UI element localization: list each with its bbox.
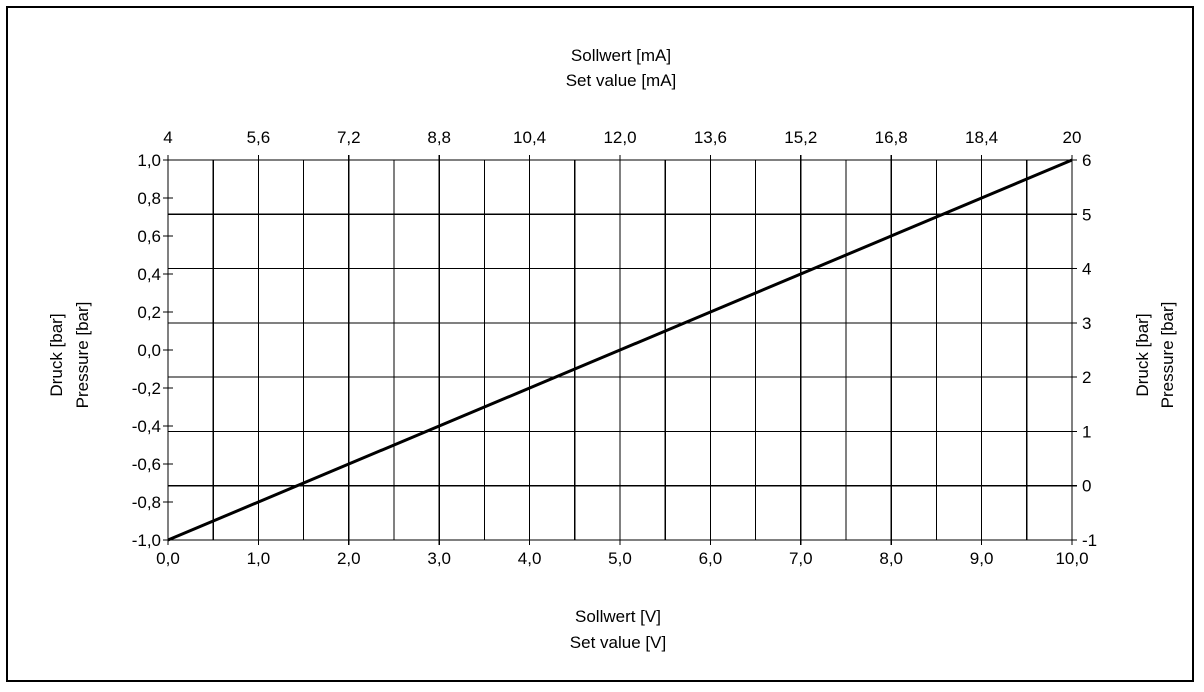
- tick-label-left: 0,6: [137, 227, 161, 246]
- tick-label-bottom: 8,0: [879, 549, 903, 568]
- bottom-axis-title-line2: Set value [V]: [570, 633, 666, 652]
- tick-label-left: -0,4: [132, 417, 161, 436]
- tick-label-top: 8,8: [427, 128, 451, 147]
- tick-label-right: 5: [1082, 205, 1091, 224]
- tick-label-left: -0,2: [132, 379, 161, 398]
- tick-label-left: 0,8: [137, 189, 161, 208]
- tick-label-right: 1: [1082, 422, 1091, 441]
- tick-label-bottom: 3,0: [427, 549, 451, 568]
- tick-label-top: 20: [1063, 128, 1082, 147]
- tick-label-left: 1,0: [137, 151, 161, 170]
- tick-label-top: 18,4: [965, 128, 998, 147]
- tick-label-left: 0,0: [137, 341, 161, 360]
- tick-label-right: 0: [1082, 477, 1091, 496]
- tick-label-bottom: 7,0: [789, 549, 813, 568]
- series-line: [167, 158, 1073, 542]
- tick-label-top: 13,6: [694, 128, 727, 147]
- series: [167, 158, 1073, 542]
- tick-label-top: 7,2: [337, 128, 361, 147]
- tick-label-top: 4: [163, 128, 172, 147]
- chart-frame: 0,0 1,0 2,0 3,0 4,0 5,0 6,0 7,0 8,0 9,0 10,0 4 5,6 7,…: [6, 6, 1194, 682]
- tick-label-bottom: 9,0: [970, 549, 994, 568]
- tick-label-left: 0,4: [137, 265, 161, 284]
- grid: [168, 160, 1072, 540]
- tick-label-right: -1: [1082, 531, 1097, 550]
- tick-label-right: 6: [1082, 151, 1091, 170]
- right-axis-title-line2: Pressure [bar]: [1158, 302, 1177, 409]
- top-axis-title-line1: Sollwert [mA]: [571, 46, 671, 65]
- tick-label-left: 0,2: [137, 303, 161, 322]
- right-axis-title-line1: Druck [bar]: [1133, 313, 1152, 396]
- tick-label-bottom: 10,0: [1055, 549, 1088, 568]
- tick-label-bottom: 0,0: [156, 549, 180, 568]
- tick-label-right: 2: [1082, 368, 1091, 387]
- tick-label-bottom: 1,0: [247, 549, 271, 568]
- tick-label-left: -0,8: [132, 493, 161, 512]
- tick-label-top: 5,6: [247, 128, 271, 147]
- tick-label-bottom: 4,0: [518, 549, 542, 568]
- tick-label-right: 3: [1082, 314, 1091, 333]
- bottom-axis-title-line1: Sollwert [V]: [575, 607, 661, 626]
- tick-label-top: 15,2: [784, 128, 817, 147]
- tick-label-top: 16,8: [875, 128, 908, 147]
- tick-label-left: -1,0: [132, 531, 161, 550]
- left-axis-title-line1: Druck [bar]: [47, 313, 66, 396]
- axes: [163, 155, 1077, 545]
- tick-label-right: 4: [1082, 260, 1091, 279]
- tick-label-top: 10,4: [513, 128, 546, 147]
- tick-label-top: 12,0: [603, 128, 636, 147]
- top-axis-title-line2: Set value [mA]: [566, 71, 677, 90]
- tick-label-left: -0,6: [132, 455, 161, 474]
- tick-label-bottom: 5,0: [608, 549, 632, 568]
- chart: 0,0 1,0 2,0 3,0 4,0 5,0 6,0 7,0 8,0 9,0 10,04 5,6 7,…: [47, 46, 1177, 652]
- tick-labels: 0,0 1,0 2,0 3,0 4,0 5,0 6,0 7,0 8,0 9,0 10,04 5,6 7,…: [132, 128, 1097, 568]
- tick-label-bottom: 6,0: [699, 549, 723, 568]
- tick-label-bottom: 2,0: [337, 549, 361, 568]
- left-axis-title-line2: Pressure [bar]: [73, 302, 92, 409]
